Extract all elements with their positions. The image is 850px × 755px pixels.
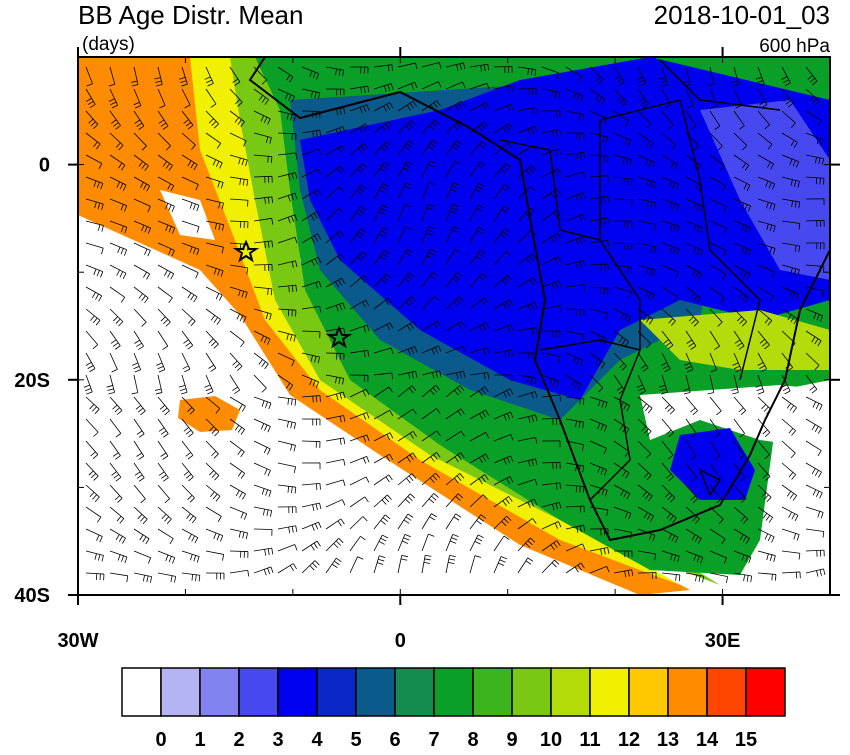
- barb: [302, 441, 320, 442]
- colorbar-label: 2: [233, 729, 244, 750]
- barb: [254, 264, 272, 265]
- units: (days): [82, 34, 135, 55]
- colorbar-label: 13: [657, 729, 679, 750]
- time: 2018-10-01_03: [654, 0, 830, 30]
- colorbar-label: 12: [618, 729, 640, 750]
- color-box: [434, 668, 473, 716]
- level: 600 hPa: [759, 36, 830, 57]
- colorbar-label: 8: [467, 729, 478, 750]
- color-box: [551, 668, 590, 716]
- colorbar-label: 14: [696, 729, 719, 750]
- lon-label: 30W: [57, 630, 98, 652]
- color-box: [356, 668, 395, 716]
- color-box: [317, 668, 356, 716]
- color-box: [629, 668, 668, 716]
- barb-feather: [316, 484, 317, 490]
- title: BB Age Distr. Mean: [78, 0, 303, 30]
- colorbar-label: 5: [350, 729, 361, 750]
- colorbar-label: 15: [735, 729, 757, 750]
- colorbar-label: 11: [579, 729, 600, 750]
- barb-feather: [576, 486, 577, 492]
- color-box: [395, 668, 434, 716]
- color-box: [473, 668, 512, 716]
- color-box: [278, 668, 317, 716]
- color-box: [161, 668, 200, 716]
- barb-feather: [580, 486, 581, 492]
- color-box: [200, 668, 239, 716]
- color-box: [746, 668, 785, 716]
- colorbar-label: 6: [389, 729, 400, 750]
- colorbar-label: 10: [540, 729, 562, 750]
- lon-label: 0: [395, 630, 406, 652]
- colorbar-label: 3: [272, 729, 283, 750]
- barb-feather: [271, 157, 272, 163]
- barb-feather: [268, 156, 269, 162]
- colorbar-label: 7: [428, 729, 439, 750]
- barb-feather: [820, 266, 821, 272]
- color-box: [512, 668, 551, 716]
- colorbar-label: 4: [311, 729, 323, 750]
- barb: [566, 309, 584, 310]
- lat-label: 20S: [14, 370, 50, 392]
- barb-feather: [320, 483, 321, 489]
- barb-feather: [823, 266, 824, 272]
- lon-label: 30E: [705, 630, 741, 652]
- color-box: [122, 668, 161, 716]
- colorbar-label: 0: [155, 729, 166, 750]
- color-box: [707, 668, 746, 716]
- barb-feather: [583, 487, 584, 493]
- map-area: [78, 57, 830, 595]
- color-box: [668, 668, 707, 716]
- color-box: [239, 668, 278, 716]
- lat-label: 40S: [14, 585, 50, 607]
- lat-label: 0: [39, 155, 50, 177]
- color-box: [590, 668, 629, 716]
- colorbar-label: 9: [506, 729, 517, 750]
- colorbar-label: 1: [194, 729, 205, 750]
